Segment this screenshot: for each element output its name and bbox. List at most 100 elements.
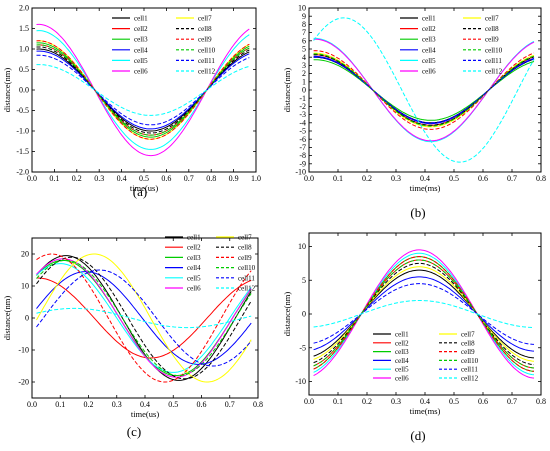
chart-panel-4: 0.0 0.1 0.2 0.3 0.4 0.5 0.6 0.7 0.8 -10 -5 0 5 10 time… [282, 232, 546, 443]
x-tick-label: 0.2 [72, 174, 82, 183]
x-tick-label: 0.1 [333, 174, 343, 183]
legend-label-cell4: cell4 [134, 46, 148, 54]
panel-label: (b) [410, 205, 425, 220]
x-tick-label: 0.8 [206, 174, 216, 183]
series-line-cell9 [313, 256, 535, 372]
y-tick-label: 0 [302, 86, 306, 95]
legend-label-cell3: cell3 [395, 348, 409, 356]
x-tick-label: 0.4 [420, 174, 430, 183]
chart-panel-1: 0.0 0.1 0.2 0.3 0.4 0.5 0.6 0.7 0.8 0.9 1.0 -2.0 -1.… [2, 4, 261, 199]
x-tick-label: 0.0 [27, 174, 37, 183]
series-line-cell5 [36, 263, 252, 373]
y-tick-label: -5 [299, 127, 306, 136]
legend-label-cell12: cell12 [485, 68, 503, 76]
panel-label: (c) [127, 424, 141, 439]
y-tick-label: -10 [295, 168, 306, 177]
legend-label-cell9: cell9 [198, 36, 212, 44]
y-axis-title: distance(nm) [282, 292, 292, 337]
y-tick-label: 2.0 [19, 4, 29, 13]
series-line-cell2 [36, 277, 252, 359]
y-tick-label: -2 [299, 102, 306, 111]
x-tick-label: 1.0 [251, 174, 261, 183]
series-line-cell4 [313, 276, 535, 352]
series-line-cell12 [313, 17, 535, 163]
legend-label-cell3: cell3 [187, 254, 201, 262]
x-tick-label: 0.6 [161, 174, 171, 183]
x-tick-label: 0.4 [117, 174, 127, 183]
series-line-cell12 [36, 64, 250, 116]
series-line-cell12 [36, 307, 252, 329]
series-line-cell7 [313, 266, 535, 362]
y-tick-label: 8 [302, 20, 306, 29]
legend-label-cell1: cell1 [422, 15, 436, 23]
y-tick-label: -1.5 [16, 147, 29, 156]
legend-label-cell6: cell6 [395, 375, 409, 383]
y-tick-label: 5 [302, 45, 306, 54]
legend-label-cell11: cell11 [238, 274, 255, 282]
series-line-cell10 [36, 44, 250, 136]
series-line-cell2 [313, 54, 535, 126]
x-tick-label: 0.1 [55, 400, 65, 409]
series-line-cell11 [36, 54, 250, 126]
y-tick-label: 4 [302, 53, 306, 62]
legend-label-cell7: cell7 [238, 234, 252, 242]
y-tick-label: -20 [18, 378, 29, 387]
y-tick-label: -10 [295, 377, 306, 386]
legend-label-cell2: cell2 [422, 25, 436, 33]
series-line-cell8 [36, 256, 252, 380]
legend-label-cell6: cell6 [187, 285, 201, 293]
y-tick-label: -10 [18, 346, 29, 355]
x-tick-label: 0.7 [507, 174, 517, 183]
legend-label-cell8: cell8 [485, 25, 499, 33]
chart-panel-2: 0.0 0.1 0.2 0.3 0.4 0.5 0.6 0.7 0.8-10-9-8-7-6-5… [282, 4, 546, 220]
series-line-cell1 [36, 255, 252, 381]
legend-label-cell7: cell7 [198, 15, 212, 23]
legend-label-cell9: cell9 [485, 36, 499, 44]
x-tick-label: 0.0 [27, 400, 37, 409]
series-line-cell6 [36, 258, 252, 378]
y-tick-label: -6 [299, 135, 306, 144]
legend-label-cell3: cell3 [422, 36, 436, 44]
y-tick-label: 3 [302, 61, 306, 70]
x-tick-label: 0.7 [184, 174, 194, 183]
x-tick-label: 0.2 [84, 400, 94, 409]
x-axis-title: time(us) [130, 183, 158, 193]
y-tick-label: 7 [302, 28, 306, 37]
x-tick-label: 0.6 [478, 174, 488, 183]
legend-label-cell5: cell5 [187, 274, 201, 282]
legend-label-cell12: cell12 [461, 375, 479, 383]
legend-label-cell8: cell8 [238, 244, 252, 252]
y-tick-label: -1.0 [16, 127, 29, 136]
legend-label-cell10: cell10 [485, 46, 503, 54]
legend-label-cell6: cell6 [134, 68, 148, 76]
y-tick-label: 9 [302, 12, 306, 21]
series-line-cell11 [313, 56, 535, 124]
panel-label: (d) [410, 428, 425, 443]
series-line-cell9 [313, 50, 535, 130]
x-axis-title: time(us) [131, 409, 159, 419]
x-tick-label: 0.3 [112, 400, 122, 409]
series-line-cell10 [313, 259, 535, 369]
x-tick-label: 0.8 [536, 174, 546, 183]
x-tick-label: 0.1 [333, 397, 343, 406]
legend-label-cell4: cell4 [422, 46, 436, 54]
legend-label-cell8: cell8 [198, 25, 212, 33]
y-tick-label: 10 [21, 282, 29, 291]
y-tick-label: -1 [299, 94, 306, 103]
legend-label-cell12: cell12 [238, 285, 256, 293]
legend-label-cell11: cell11 [461, 366, 478, 374]
y-tick-label: 5 [302, 276, 306, 285]
legend-label-cell12: cell12 [198, 68, 216, 76]
y-tick-label: 1.5 [19, 24, 29, 33]
y-axis-title: distance(nm) [282, 68, 292, 113]
y-axis-title: distance(nm) [2, 296, 12, 341]
legend-label-cell8: cell8 [461, 339, 475, 347]
series-line-cell8 [313, 54, 535, 126]
x-tick-label: 0.5 [449, 397, 459, 406]
legend-label-cell3: cell3 [134, 36, 148, 44]
series-line-cell11 [313, 283, 535, 345]
series-line-cell6 [313, 38, 535, 142]
y-tick-label: 0.5 [19, 65, 29, 74]
x-tick-label: 0.8 [253, 400, 263, 409]
legend-label-cell5: cell5 [422, 57, 436, 65]
